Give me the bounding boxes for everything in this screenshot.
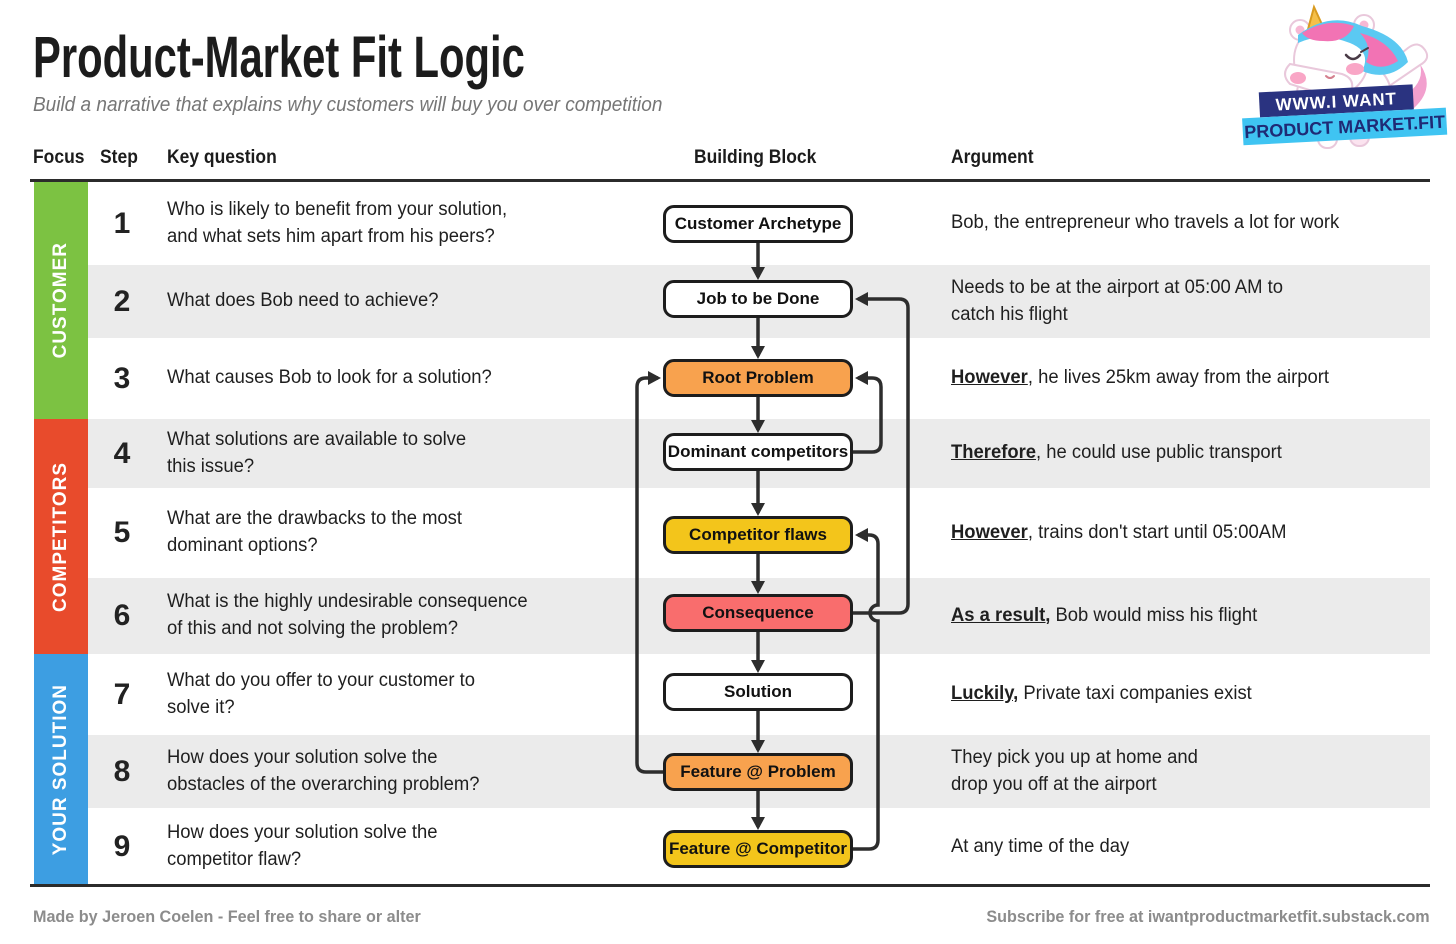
table-row: 5 What are the drawbacks to the most dom… [0,488,1456,578]
block-feature-at-competitor: Feature @ Competitor [663,830,853,868]
argument-text: They pick you up at home and drop you of… [951,746,1198,795]
block-dominant-competitors: Dominant competitors [663,433,853,471]
focus-group-customer: CUSTOMER [34,182,88,419]
table-row: 8 How does your solution solve the obsta… [0,735,1456,808]
page-subtitle: Build a narrative that explains why cust… [33,94,663,116]
unicorn-mascot-icon: WWW.I WANT PRODUCT MARKET.FIT [1242,4,1448,149]
argument-text: Bob, the entrepreneur who travels a lot … [951,212,1340,234]
step-number: 1 [113,206,131,240]
step-number: 9 [113,830,131,863]
column-header-focus: Focus [33,147,85,168]
argument-text: As a result, Bob would miss his flight [951,604,1258,626]
block-customer-archetype: Customer Archetype [663,205,853,243]
table-row: 4 What solutions are available to solve … [0,419,1456,488]
argument-text: However, he lives 25km away from the air… [951,367,1329,389]
argument-text: Therefore, he could use public transport [951,442,1282,464]
key-question: What solutions are available to solve th… [167,428,467,477]
step-number: 2 [113,284,131,318]
focus-group-your-solution: YOUR SOLUTION [34,654,88,886]
argument-text: At any time of the day [951,835,1130,857]
key-question: How does your solution solve the competi… [167,822,438,870]
argument-text: However, trains don't start until 05:00A… [951,521,1287,543]
step-number: 7 [113,677,131,711]
argument-text: Luckily, Private taxi companies exist [951,683,1252,705]
footer-subscribe: Subscribe for free at iwantproductmarket… [986,907,1430,926]
footer-credit: Made by Jeroen Coelen - Feel free to sha… [33,907,421,926]
table-bottom-border [30,884,1430,887]
step-number: 6 [113,599,131,632]
key-question: What causes Bob to look for a solution? [167,367,492,389]
header-divider [30,179,1430,182]
block-job-to-be-done: Job to be Done [663,280,853,318]
focus-group-competitors: COMPETITORS [34,419,88,654]
step-number: 8 [113,754,131,788]
table-row: 7 What do you offer to your customer to … [0,654,1456,735]
block-consequence: Consequence [663,594,853,632]
table-row: 3 What causes Bob to look for a solution… [0,338,1456,419]
logo-banner-bottom [1242,107,1448,146]
key-question: What are the drawbacks to the most domin… [167,508,463,556]
column-header-argument: Argument [951,147,1034,168]
block-solution: Solution [663,673,853,711]
table-row: 1 Who is likely to benefit from your sol… [0,182,1456,265]
page-title: Product-Market Fit Logic [33,25,525,90]
step-number: 3 [113,361,131,395]
table-row: 2 What does Bob need to achieve? Needs t… [0,265,1456,338]
step-number: 4 [113,436,131,470]
logo-banner-top [1258,84,1414,118]
column-header-key-question: Key question [167,147,277,168]
key-question: Who is likely to benefit from your solut… [167,198,508,247]
brand-logo: WWW.I WANT PRODUCT MARKET.FIT [1238,2,1450,150]
key-question: How does your solution solve the obstacl… [167,746,480,795]
argument-text: Needs to be at the airport at 05:00 AM t… [951,276,1283,325]
block-competitor-flaws: Competitor flaws [663,516,853,554]
column-header-building-block: Building Block [694,147,817,168]
step-number: 5 [113,516,131,549]
key-question: What does Bob need to achieve? [167,290,439,312]
column-header-step: Step [100,147,138,168]
key-question: What is the highly undesirable consequen… [167,591,528,639]
block-root-problem: Root Problem [663,359,853,397]
table-row: 9 How does your solution solve the compe… [0,808,1456,886]
key-question: What do you offer to your customer to so… [167,669,476,718]
block-feature-at-problem: Feature @ Problem [663,753,853,791]
table-row: 6 What is the highly undesirable consequ… [0,578,1456,654]
